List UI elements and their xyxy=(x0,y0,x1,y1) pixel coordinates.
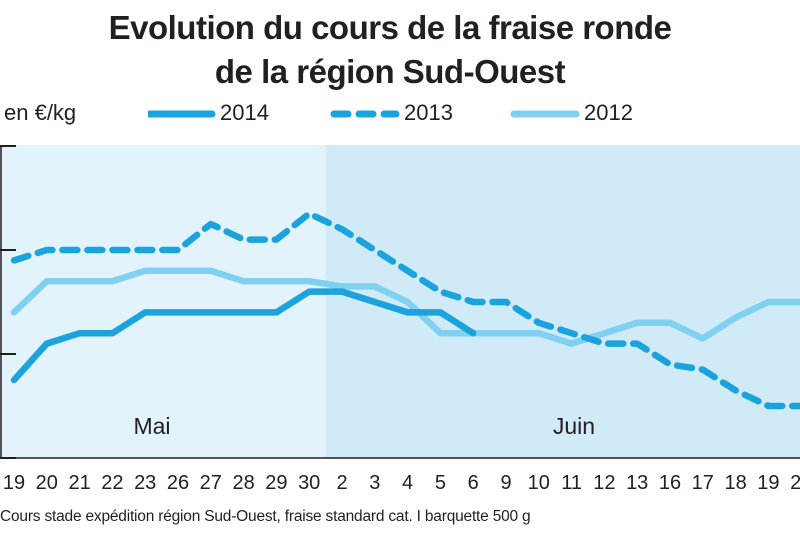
legend-label-2012: 2012 xyxy=(584,100,633,125)
y-axis-unit-label: en €/kg xyxy=(4,100,77,125)
x-tick-label: 19 xyxy=(3,472,25,494)
x-tick-label: 4 xyxy=(402,472,413,494)
x-tick-label: 28 xyxy=(232,472,254,494)
x-tick-label: 3 xyxy=(369,472,380,494)
x-tick-label: 11 xyxy=(561,472,582,494)
series-line-2012 xyxy=(10,267,800,347)
legend-item-2012: 2012 xyxy=(510,100,660,126)
x-tick-label: 30 xyxy=(298,472,320,494)
x-axis-ticks: 19 20 21 22 23 26 27 28 29 30 2 3 4 5 6 9 10 11 12 13 16 17 18… xyxy=(3,472,800,494)
x-tick-label: 9 xyxy=(500,472,511,494)
x-tick-label: 18 xyxy=(724,472,746,494)
x-tick-label: 22 xyxy=(101,472,123,494)
x-tick-label: 20 xyxy=(790,472,800,494)
legend-swatch-2013 xyxy=(330,110,400,118)
x-tick-label: 16 xyxy=(659,472,681,494)
x-tick-label: 26 xyxy=(167,472,189,494)
source-note: Cours stade expédition région Sud-Ouest,… xyxy=(0,508,531,525)
legend-swatch-2014 xyxy=(148,110,216,118)
x-tick-label: 27 xyxy=(200,472,222,494)
x-tick-label: 6 xyxy=(468,472,479,494)
x-tick-label: 23 xyxy=(134,472,156,494)
series-layer xyxy=(10,210,800,410)
x-tick-label: 20 xyxy=(36,472,58,494)
month-band-mai xyxy=(0,145,326,458)
x-tick-label: 29 xyxy=(265,472,287,494)
x-tick-label: 10 xyxy=(528,472,550,494)
chart-title-line2: de la région Sud-Ouest xyxy=(214,53,566,90)
x-tick-label: 21 xyxy=(68,472,90,494)
x-tick-label: 19 xyxy=(757,472,779,494)
legend-label-2013: 2013 xyxy=(404,100,453,125)
legend-swatch-2012 xyxy=(510,110,580,118)
legend-item-2013: 2013 xyxy=(330,100,480,126)
x-tick-label: 2 xyxy=(336,472,347,494)
y-axis-ticks xyxy=(0,145,16,459)
chart-title-line1: Evolution du cours de la fraise ronde xyxy=(108,9,672,46)
chart-title: Evolution du cours de la fraise ronde de… xyxy=(0,6,780,94)
series-line-2013 xyxy=(10,210,800,410)
x-tick-label: 17 xyxy=(692,472,714,494)
legend-label-2014: 2014 xyxy=(220,100,269,125)
series-line-2014 xyxy=(10,288,477,384)
legend-item-2014: 2014 xyxy=(148,100,298,126)
month-label-juin: Juin xyxy=(553,413,595,439)
chart-plot: 19 20 21 22 23 26 27 28 29 30 2 3 4 5 6 9 10 11 12 13 16 17 18… xyxy=(0,145,800,494)
x-tick-label: 13 xyxy=(626,472,648,494)
x-tick-label: 12 xyxy=(593,472,615,494)
month-label-mai: Mai xyxy=(133,413,170,439)
month-band-juin xyxy=(325,145,800,458)
x-tick-label: 5 xyxy=(435,472,446,494)
